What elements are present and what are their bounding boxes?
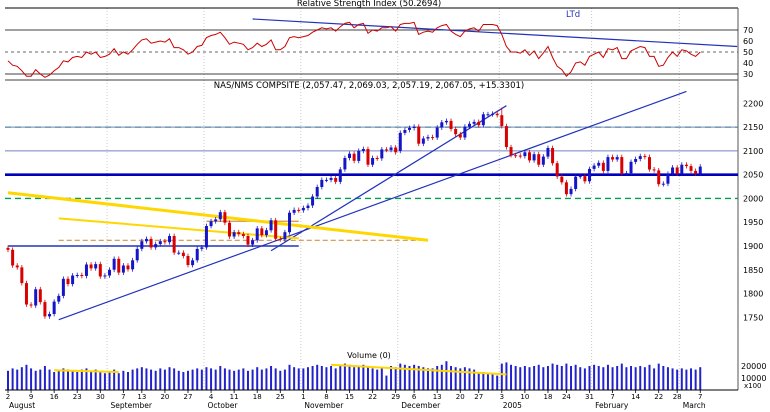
svg-text:2050: 2050 bbox=[743, 171, 763, 180]
svg-text:1950: 1950 bbox=[743, 218, 763, 227]
svg-text:1: 1 bbox=[301, 393, 305, 401]
svg-text:7: 7 bbox=[610, 393, 614, 401]
svg-text:25: 25 bbox=[276, 393, 285, 401]
svg-text:70: 70 bbox=[743, 26, 753, 35]
svg-text:20: 20 bbox=[456, 393, 465, 401]
rsi-axis-labels: 70 60 50 40 30 bbox=[743, 26, 753, 79]
svg-text:7: 7 bbox=[698, 393, 702, 401]
svg-text:27: 27 bbox=[474, 393, 483, 401]
svg-text:x100: x100 bbox=[744, 382, 762, 390]
svg-text:50: 50 bbox=[743, 48, 753, 57]
svg-text:September: September bbox=[111, 401, 153, 410]
price-overlays bbox=[5, 90, 738, 321]
svg-text:22: 22 bbox=[654, 393, 663, 401]
svg-text:27: 27 bbox=[184, 393, 193, 401]
svg-text:23: 23 bbox=[73, 393, 82, 401]
svg-text:31: 31 bbox=[585, 393, 594, 401]
svg-text:22: 22 bbox=[368, 393, 377, 401]
candlestick-series bbox=[6, 107, 702, 319]
rsi-panel bbox=[5, 18, 738, 78]
svg-text:1900: 1900 bbox=[743, 242, 763, 251]
svg-text:60: 60 bbox=[743, 37, 753, 46]
svg-text:30: 30 bbox=[743, 70, 753, 79]
svg-text:2150: 2150 bbox=[743, 123, 763, 132]
volume-bars bbox=[7, 361, 702, 390]
rsi-line bbox=[7, 21, 701, 78]
svg-text:October: October bbox=[207, 401, 238, 410]
svg-text:20: 20 bbox=[160, 393, 169, 401]
svg-text:4: 4 bbox=[209, 393, 214, 401]
svg-text:2100: 2100 bbox=[743, 147, 763, 156]
svg-text:10000: 10000 bbox=[741, 374, 766, 383]
svg-text:40: 40 bbox=[743, 59, 753, 68]
svg-text:18: 18 bbox=[543, 393, 552, 401]
svg-text:11: 11 bbox=[230, 393, 239, 401]
svg-text:November: November bbox=[304, 401, 344, 410]
svg-text:1850: 1850 bbox=[743, 266, 763, 275]
svg-text:30: 30 bbox=[96, 393, 105, 401]
svg-text:2005: 2005 bbox=[503, 401, 522, 410]
svg-text:February: February bbox=[595, 401, 629, 410]
svg-text:8: 8 bbox=[324, 393, 328, 401]
svg-text:16: 16 bbox=[50, 393, 59, 401]
svg-text:3: 3 bbox=[500, 393, 504, 401]
svg-text:14: 14 bbox=[631, 393, 640, 401]
volume-trendlines bbox=[54, 363, 507, 376]
svg-text:2200: 2200 bbox=[743, 99, 763, 108]
svg-text:18: 18 bbox=[253, 393, 262, 401]
svg-text:2: 2 bbox=[6, 393, 10, 401]
svg-text:7: 7 bbox=[121, 393, 125, 401]
price-axis-labels: 2200 2150 2100 2050 2000 1950 1900 1850 1800 1750 bbox=[743, 99, 763, 322]
svg-text:1750: 1750 bbox=[743, 313, 763, 322]
svg-text:March: March bbox=[683, 401, 706, 410]
svg-text:August: August bbox=[9, 401, 35, 410]
panel-frames bbox=[5, 7, 739, 391]
svg-text:28: 28 bbox=[673, 393, 682, 401]
svg-text:20000: 20000 bbox=[741, 362, 766, 371]
month-gridlines bbox=[106, 8, 680, 390]
svg-text:15: 15 bbox=[345, 393, 354, 401]
svg-text:2000: 2000 bbox=[743, 194, 763, 203]
svg-text:13: 13 bbox=[137, 393, 146, 401]
svg-text:24: 24 bbox=[562, 393, 571, 401]
svg-text:9: 9 bbox=[29, 393, 33, 401]
svg-text:29: 29 bbox=[391, 393, 400, 401]
svg-text:13: 13 bbox=[433, 393, 442, 401]
svg-text:6: 6 bbox=[412, 393, 417, 401]
svg-text:December: December bbox=[401, 401, 441, 410]
svg-text:1800: 1800 bbox=[743, 290, 763, 299]
svg-text:10: 10 bbox=[520, 393, 529, 401]
x-axis: 2 9 16 23 30 7 13 20 27 4 11 18 25 1 8 15 22 29 6 13 20 27 3 10… bbox=[6, 390, 706, 410]
